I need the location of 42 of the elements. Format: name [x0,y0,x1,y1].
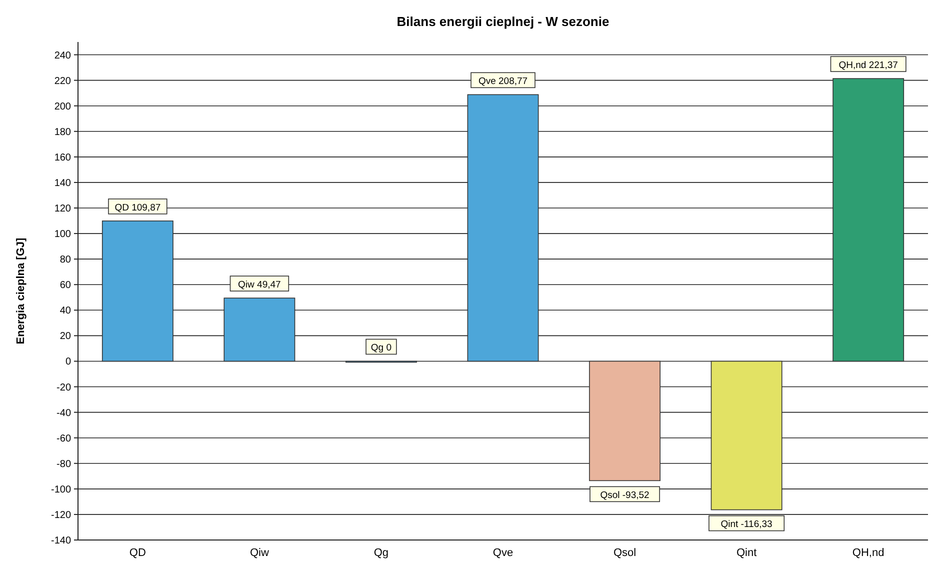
y-tick-label: -80 [56,458,72,470]
y-tick-label: 100 [54,229,72,240]
y-tick-label: 180 [54,126,72,138]
data-label: Qve 208,77 [478,76,528,87]
x-tick-label: Qg [374,547,389,559]
data-label: Qsol -93,52 [600,490,650,501]
y-tick-label: 240 [54,50,72,62]
data-label: Qint -116,33 [720,519,772,530]
chart-title: Bilans energii cieplnej - W sezonie [396,14,610,29]
y-tick-label: -20 [56,382,72,394]
x-tick-label: Qint [736,547,757,559]
data-label: QH,nd 221,37 [838,60,898,71]
bar [710,360,782,510]
bar [102,220,174,362]
data-label: Qg 0 [370,342,392,354]
y-tick-label: 60 [60,280,72,292]
bar [224,298,296,362]
x-tick-label: Qiw [250,547,269,559]
y-tick-label: 160 [54,152,72,164]
y-tick-label: 20 [60,331,72,342]
y-tick-label: 80 [60,254,72,266]
bar [467,94,539,362]
y-tick-label: 200 [54,101,72,112]
y-tick-label: -100 [50,484,72,496]
y-tick-label: 0 [65,356,72,368]
y-tick-label: -40 [56,408,72,419]
y-tick-label: -120 [50,510,72,521]
y-tick-label: -60 [56,433,72,444]
y-tick-label: 120 [54,204,72,214]
y-tick-label: -140 [50,536,72,546]
x-tick-label: Qsol [613,547,636,559]
y-tick-label: 220 [54,76,72,87]
x-tick-label: QD [129,547,146,559]
y-axis-title: Energia cieplna [GJ] [15,237,27,344]
bar [589,360,660,482]
y-tick-label: 40 [60,306,72,317]
bar [832,78,904,362]
data-label: Qiw 49,47 [238,279,281,290]
x-tick-label: Qve [492,547,514,559]
data-label: QD 109,87 [114,202,161,214]
x-tick-label: QH,nd [852,547,884,559]
y-tick-label: 140 [54,178,72,189]
